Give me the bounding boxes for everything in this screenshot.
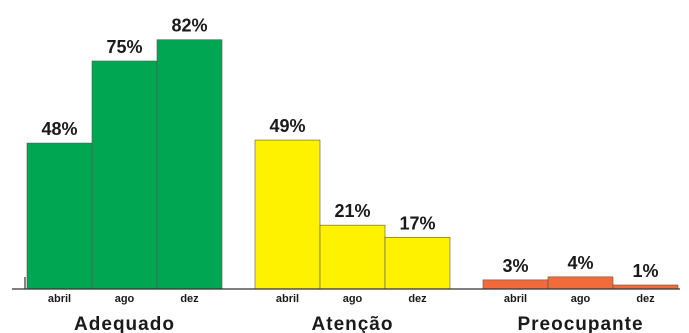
tick-label-adequado-abril: abril (48, 293, 71, 305)
value-label-preocupante-dez: 1% (632, 261, 658, 281)
bar-atencao-abril (254, 139, 321, 290)
value-label-adequado-ago: 75% (106, 37, 142, 57)
tick-label-atencao-ago: ago (343, 293, 363, 305)
group-label-adequado: Adequado (74, 314, 175, 333)
bar-adequado-dez (156, 39, 223, 290)
bars-layer (26, 39, 679, 290)
tick-label-adequado-ago: ago (115, 293, 135, 305)
labels-layer: 48% abril 75% ago 82% dez Adequado 49% abril 21% a… (41, 16, 658, 333)
value-label-preocupante-abril: 3% (502, 256, 528, 276)
bar-preocupante-abril (482, 279, 549, 290)
tick-label-atencao-abril: abril (276, 293, 299, 305)
value-label-adequado-dez: 82% (171, 16, 207, 36)
tick-label-preocupante-ago: ago (571, 293, 591, 305)
bar-adequado-ago (91, 60, 158, 290)
tick-label-atencao-dez: dez (408, 293, 427, 305)
bar-atencao-dez (384, 237, 451, 290)
bar-preocupante-ago (547, 276, 614, 290)
tick-label-preocupante-abril: abril (504, 293, 527, 305)
tick-label-preocupante-dez: dez (636, 293, 655, 305)
value-label-adequado-abril: 48% (41, 119, 77, 139)
value-label-atencao-dez: 17% (399, 213, 435, 233)
value-label-atencao-ago: 21% (334, 201, 370, 221)
group-label-preocupante: Preocupante (517, 314, 643, 333)
value-label-atencao-abril: 49% (269, 116, 305, 136)
bar-adequado-abril (26, 142, 93, 290)
bar-atencao-ago (319, 224, 386, 290)
group-label-atencao: Atenção (312, 314, 394, 333)
tick-label-adequado-dez: dez (180, 293, 199, 305)
value-label-preocupante-ago: 4% (567, 253, 593, 273)
